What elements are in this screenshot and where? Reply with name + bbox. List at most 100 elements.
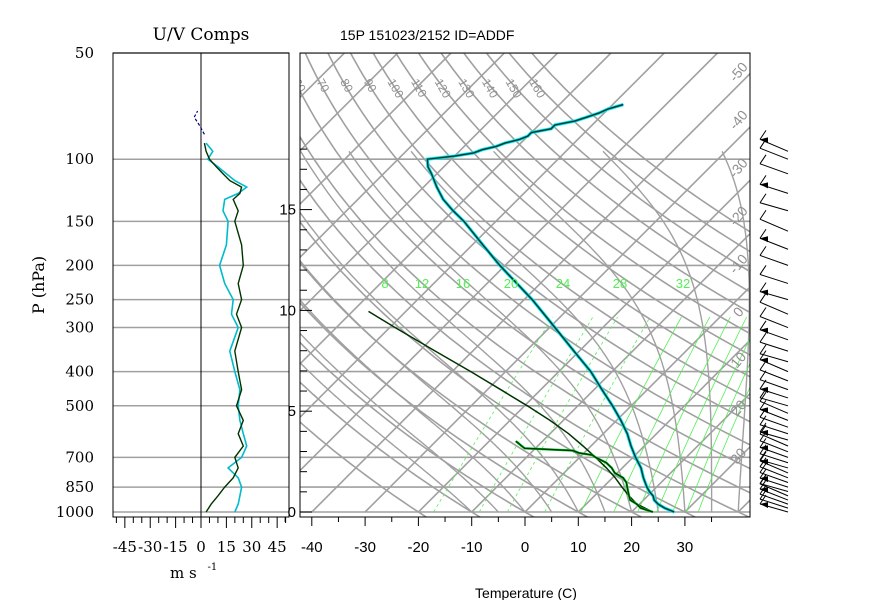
wind-barb-shaft <box>759 316 789 328</box>
isotherm <box>300 53 559 312</box>
skew-t-panel: 40 50 60 70 80 90 100 110 120 130 140 150 160 -50-40… <box>266 52 751 600</box>
pressure-tick-label: 50 <box>75 44 94 62</box>
wind-barb-flag <box>759 130 767 140</box>
wind-barb-pennant <box>760 386 768 393</box>
isotherm <box>300 53 399 152</box>
pressure-tick-label: 300 <box>65 319 94 337</box>
pressure-tick-label: 250 <box>65 291 94 309</box>
dry-adiabat <box>440 53 750 314</box>
pressure-tick-labels: 1000 850 700 500 400 300 250 200 150 100 50 <box>56 44 94 521</box>
uv-u-line <box>205 142 249 513</box>
pressure-tick-label: 700 <box>65 448 94 466</box>
moist-adiabat <box>300 150 606 513</box>
dry-adiabat-label: 80 <box>337 76 356 95</box>
pressure-tick-label: 150 <box>65 212 94 230</box>
wind-barb-shaft <box>759 273 789 284</box>
temperature-profile <box>426 103 675 513</box>
temperature-tick-label: -40 <box>301 539 323 556</box>
pressure-tick-label: 400 <box>65 363 94 381</box>
moist-adiabat <box>300 259 553 513</box>
wind-barb-pennant <box>760 137 768 144</box>
mixing-ratio-line <box>507 316 618 513</box>
wind-barb-flag <box>759 175 767 185</box>
wind-barb-pennant <box>760 407 768 414</box>
temperature-tick-label: 30 <box>677 539 694 556</box>
isotherm <box>300 53 612 366</box>
uv-tick-label: -45 <box>113 538 137 556</box>
wind-barb-shaft <box>759 498 789 509</box>
wind-barb-flag <box>759 307 767 317</box>
dry-adiabat <box>300 420 428 517</box>
wind-barb-flag <box>759 154 767 165</box>
wind-barb-flag <box>759 450 767 461</box>
dry-adiabat <box>508 53 750 253</box>
height-tick-label: 0 <box>288 504 296 521</box>
moist-adiabat <box>721 151 750 512</box>
moist-adiabat <box>410 150 659 513</box>
dry-adiabat <box>417 53 750 335</box>
wind-barb-pennant <box>760 327 768 334</box>
wind-barb-flag <box>759 344 767 354</box>
mixing-ratio-label: 8 <box>381 276 388 291</box>
dry-adiabat <box>300 220 697 517</box>
wind-barb-flag <box>759 228 767 239</box>
dry-adiabat <box>349 53 750 400</box>
wind-barb-shaft <box>759 493 789 505</box>
uv-tick-label: 0 <box>196 538 206 556</box>
wind-barb-flag <box>759 422 767 433</box>
uv-x-axis-unit: m s <box>170 564 197 582</box>
wind-barb-flag <box>759 391 767 402</box>
moist-adiabat <box>300 211 579 513</box>
isotherm-grid <box>300 53 750 513</box>
wind-barb-shaft <box>759 416 789 428</box>
uv-upper-marker <box>193 110 205 135</box>
temperature-tick-label: 10 <box>570 539 587 556</box>
temperature-tick-label: 0 <box>521 539 529 556</box>
uv-tick-label: -15 <box>164 538 188 556</box>
height-tick-label: 10 <box>279 302 296 319</box>
wind-barb-flag <box>759 292 767 303</box>
wind-barb-flag <box>759 360 767 371</box>
mixing-ratio-label: 28 <box>613 276 627 291</box>
dry-adiabat <box>300 135 750 494</box>
dry-adiabat-label: 50 <box>266 76 285 95</box>
wind-barb-flag <box>759 494 767 505</box>
uv-tick-label: 15 <box>217 538 236 556</box>
mixing-ratio-line <box>637 316 731 513</box>
wind-barb-shaft <box>759 218 789 232</box>
isotherm <box>417 179 750 513</box>
wind-barb-pennant <box>760 487 768 494</box>
uv-tick-label: 45 <box>268 538 287 556</box>
wind-barb-flag <box>759 282 767 292</box>
dry-adiabat-label: 90 <box>361 76 380 95</box>
wind-barb-pennant <box>760 289 768 296</box>
dry-adiabat-label: 60 <box>290 76 309 95</box>
wind-barb-pennant <box>760 445 768 452</box>
mixing-ratio-line <box>544 316 651 513</box>
dry-adiabat-label: 140 <box>479 76 501 101</box>
mixing-ratio-line <box>656 316 748 513</box>
mixing-ratio-line <box>613 316 711 513</box>
isotherm <box>300 53 505 259</box>
wind-barb-flag <box>759 451 767 462</box>
moist-adiabat-label: 30 <box>727 445 749 467</box>
dry-adiabat <box>300 341 536 517</box>
uv-tick-label: -30 <box>138 538 162 556</box>
dry-adiabat <box>530 53 750 233</box>
moist-adiabat <box>348 150 633 513</box>
wind-barb-shaft <box>759 301 789 315</box>
mixing-ratio-label: 24 <box>556 276 570 291</box>
wind-barb-shaft <box>759 400 789 414</box>
wind-barb-shaft <box>759 472 789 483</box>
dry-adiabat <box>394 53 750 356</box>
isotherm <box>471 232 750 513</box>
dry-adiabat <box>372 53 750 378</box>
dry-adiabat-label: 100 <box>384 76 406 101</box>
uv-x-axis-label: m s -1 <box>170 562 217 582</box>
wind-barb-pennant <box>760 357 768 364</box>
dry-adiabat <box>300 381 482 517</box>
wind-barb-pennant <box>760 502 768 508</box>
uv-panel-title: U/V Comps <box>153 25 250 45</box>
moist-adiabat-label: -40 <box>726 107 751 133</box>
